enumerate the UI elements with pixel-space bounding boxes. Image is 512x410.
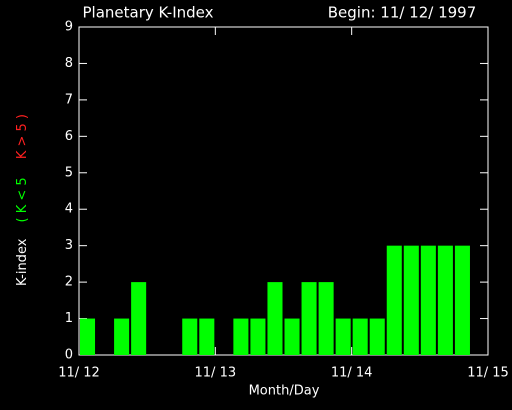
bar <box>284 318 300 355</box>
y-tick-label: 8 <box>65 56 73 71</box>
x-tick-label: 11/ 14 <box>331 366 373 381</box>
bar <box>301 282 317 355</box>
bar <box>199 318 215 355</box>
y-tick-label: 1 <box>65 311 73 326</box>
y-tick-label: 5 <box>65 165 73 180</box>
bar <box>352 318 368 355</box>
y-tick-label: 2 <box>65 275 73 290</box>
bar <box>403 245 419 355</box>
chart-subtitle: Begin: 11/ 12/ 1997 <box>328 4 477 22</box>
bar <box>437 245 453 355</box>
y-label-text: K-index <box>15 238 30 286</box>
x-tick-label: 11/ 13 <box>195 366 237 381</box>
x-tick-label: 11/ 15 <box>467 366 509 381</box>
y-tick-label: 0 <box>65 348 73 363</box>
y-axis-label: K-index ( K < 5 K > 5 ) <box>15 114 30 286</box>
bar <box>318 282 334 355</box>
bar <box>369 318 385 355</box>
bar <box>250 318 266 355</box>
chart-title: Planetary K-Index <box>83 4 214 22</box>
bar <box>114 318 130 355</box>
y-tick-label: 6 <box>65 129 73 144</box>
y-tick-label: 9 <box>65 20 73 35</box>
x-axis-label: Month/Day <box>249 384 320 399</box>
x-tick-label: 11/ 12 <box>58 366 100 381</box>
bar <box>386 245 402 355</box>
bar <box>267 282 283 355</box>
bar <box>420 245 436 355</box>
bar <box>80 318 96 355</box>
bar <box>335 318 351 355</box>
bar <box>454 245 470 355</box>
plot-frame <box>78 26 489 356</box>
y-label-low: ( K < 5 <box>15 177 30 222</box>
bar <box>182 318 198 355</box>
bar <box>131 282 147 355</box>
y-tick-label: 4 <box>65 202 73 217</box>
y-label-high: K > 5 ) <box>15 114 30 159</box>
bar <box>233 318 249 355</box>
y-tick-label: 7 <box>65 92 73 107</box>
y-tick-label: 3 <box>65 238 73 253</box>
